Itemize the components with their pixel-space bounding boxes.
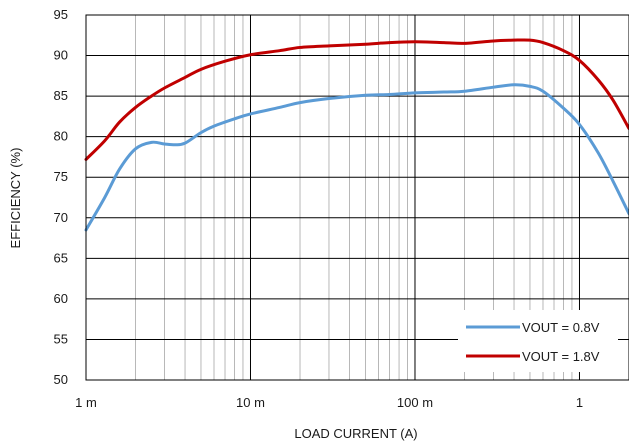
y-tick-label: 90	[54, 48, 68, 63]
x-tick-labels: 1 m 10 m 100 m 1	[75, 395, 583, 410]
y-tick-label: 75	[54, 169, 68, 184]
x-tick-label: 1	[576, 395, 583, 410]
legend-label-vout-0.8v: VOUT = 0.8V	[522, 320, 600, 335]
plot-area-frame	[85, 14, 629, 381]
x-tick-label: 10 m	[236, 395, 265, 410]
series-line-vout-0.8v	[84, 83, 629, 232]
y-tick-label: 55	[54, 331, 68, 346]
series-line-vout-1.8v	[84, 38, 629, 161]
legend-box	[458, 310, 618, 372]
x-tick-label: 1 m	[75, 395, 97, 410]
y-axis-label: EFFICIENCY (%)	[8, 148, 23, 249]
series-lines	[84, 38, 629, 232]
y-tick-label: 95	[54, 7, 68, 22]
legend-label-vout-1.8v: VOUT = 1.8V	[522, 349, 600, 364]
x-tick-label: 100 m	[397, 395, 433, 410]
y-tick-label: 60	[54, 291, 68, 306]
y-tick-label: 70	[54, 210, 68, 225]
x-axis-label: LOAD CURRENT (A)	[294, 426, 417, 441]
y-tick-label: 50	[54, 372, 68, 387]
y-tick-label: 80	[54, 129, 68, 144]
legend: VOUT = 0.8V VOUT = 1.8V	[458, 310, 618, 372]
y-tick-label: 85	[54, 88, 68, 103]
y-tick-label: 65	[54, 250, 68, 265]
y-tick-labels: 50 55 60 65 70 75 80 85 90 95	[54, 7, 68, 387]
